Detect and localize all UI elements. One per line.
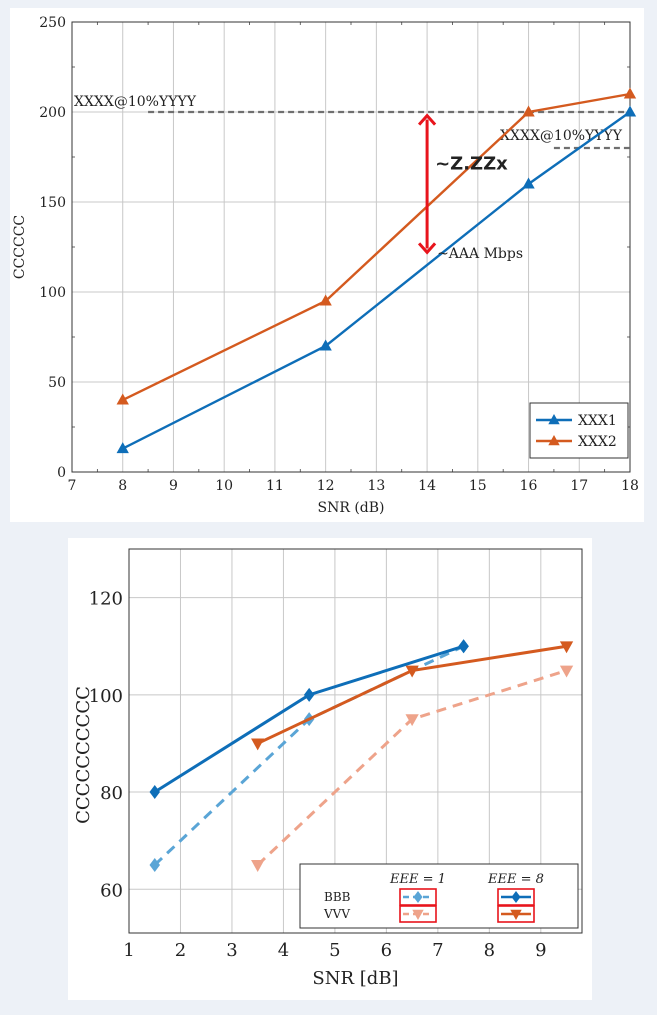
legend-box xyxy=(299,863,579,929)
y-tick-label: 100 xyxy=(89,686,123,707)
data-point xyxy=(522,105,535,117)
data-point xyxy=(116,393,129,405)
legend-marker xyxy=(412,909,424,920)
legend-column-header: EEE = 1 xyxy=(389,872,446,887)
legend-marker xyxy=(548,435,560,446)
legend-label: XXX2 xyxy=(578,434,617,450)
data-point xyxy=(623,105,637,117)
legend-row-label: VVV xyxy=(323,907,350,921)
legend-marker xyxy=(548,414,560,425)
y-tick-label: 60 xyxy=(100,880,123,901)
data-point xyxy=(405,714,419,727)
series-VVV, EEE = 1 xyxy=(251,665,574,872)
x-tick-label: 16 xyxy=(520,478,538,494)
x-tick-label: 12 xyxy=(317,478,335,494)
y-tick-label: 250 xyxy=(39,15,66,31)
x-tick-label: 8 xyxy=(484,940,495,961)
rate-label: ~AAA Mbps xyxy=(437,246,523,262)
top-chart: 7 8 9 10 11 12 13 14 15 16 17 18 0 50 100 150 200 250 SNR … xyxy=(12,15,639,516)
x-tick-label: 7 xyxy=(432,940,443,961)
x-tick-label: 4 xyxy=(278,940,289,961)
y-tick-label: 50 xyxy=(48,375,66,391)
legend-row-label: BBB xyxy=(324,890,351,904)
legend-box xyxy=(529,402,629,459)
series-BBB, EEE = 8 xyxy=(149,639,469,800)
plot-frame xyxy=(128,548,583,934)
data-point xyxy=(319,339,332,351)
legend-cell-highlight xyxy=(399,888,437,906)
legend: XXX1 XXX2 xyxy=(529,402,629,459)
data-point xyxy=(149,785,160,800)
legend-cell-highlight xyxy=(399,905,437,923)
threshold-label: XXXX@10%YYYY xyxy=(74,94,197,110)
x-tick-label: 13 xyxy=(367,478,385,494)
y-tick-label: 120 xyxy=(89,589,123,610)
x-tick-label: 9 xyxy=(169,478,178,494)
y-tick-label: 150 xyxy=(39,195,66,211)
x-tick-label: 14 xyxy=(418,478,436,494)
x-tick-label: 8 xyxy=(118,478,127,494)
y-axis-label: CCCCCC xyxy=(12,215,28,279)
y-tick-label: 200 xyxy=(39,105,66,121)
x-tick-label: 6 xyxy=(381,940,392,961)
y-tick-label: 0 xyxy=(57,465,66,481)
x-tick-label: 15 xyxy=(469,478,487,494)
data-point xyxy=(559,641,574,654)
data-point xyxy=(251,860,265,872)
data-point xyxy=(458,639,469,654)
legend: EEE = 1 EEE = 8 BBB VVV xyxy=(299,863,579,929)
data-point xyxy=(149,857,160,872)
gain-arrow-head-bottom xyxy=(417,242,437,255)
x-tick-label: 5 xyxy=(329,940,340,961)
legend-cell-highlight xyxy=(497,905,535,923)
x-tick-label: 7 xyxy=(68,478,77,494)
bottom-chart: 1 2 3 4 5 6 7 8 9 60 80 100 120 SNR [dB] CCCCCCCCCC EEE… xyxy=(73,548,583,989)
legend-column-header: EEE = 8 xyxy=(487,872,544,887)
legend-marker xyxy=(511,891,521,903)
data-point xyxy=(303,687,315,702)
x-axis-label: SNR (dB) xyxy=(317,500,384,516)
x-tick-label: 11 xyxy=(266,478,284,494)
data-point xyxy=(116,442,129,454)
x-tick-label: 18 xyxy=(621,478,639,494)
y-axis-label: CCCCCCCCCC xyxy=(73,686,94,824)
series-VVV, EEE = 8 xyxy=(251,641,574,751)
series-BBB, EEE = 1 xyxy=(149,639,469,872)
y-tick-label: 100 xyxy=(39,285,66,301)
gain-arrow-head-top xyxy=(417,113,437,126)
data-point xyxy=(251,738,265,751)
x-tick-label: 1 xyxy=(123,940,134,961)
top-chart-panel: 7 8 9 10 11 12 13 14 15 16 17 18 0 50 100 150 200 250 SNR … xyxy=(10,8,644,522)
series-line xyxy=(153,644,465,867)
x-tick-label: 9 xyxy=(535,940,546,961)
series-line xyxy=(122,111,631,450)
legend-label: XXX1 xyxy=(578,413,617,429)
data-point xyxy=(623,87,637,99)
data-point xyxy=(559,665,574,678)
x-tick-label: 10 xyxy=(215,478,233,494)
data-point xyxy=(319,294,332,306)
x-axis-label: SNR [dB] xyxy=(312,968,398,989)
x-tick-label: 3 xyxy=(226,940,237,961)
series-XXX1 xyxy=(116,105,637,454)
y-tick-label: 80 xyxy=(100,783,123,804)
data-point xyxy=(522,177,535,189)
x-tick-label: 17 xyxy=(570,478,588,494)
plot-frame xyxy=(71,21,631,473)
legend-cell-highlight xyxy=(497,888,535,906)
legend-marker xyxy=(413,891,423,903)
gain-label: ~Z.ZZx xyxy=(435,154,508,175)
x-tick-label: 2 xyxy=(175,940,186,961)
bottom-chart-panel: 1 2 3 4 5 6 7 8 9 60 80 100 120 SNR [dB] CCCCCCCCCC EEE… xyxy=(68,538,592,1000)
data-point xyxy=(405,665,419,678)
legend-marker xyxy=(510,909,522,920)
